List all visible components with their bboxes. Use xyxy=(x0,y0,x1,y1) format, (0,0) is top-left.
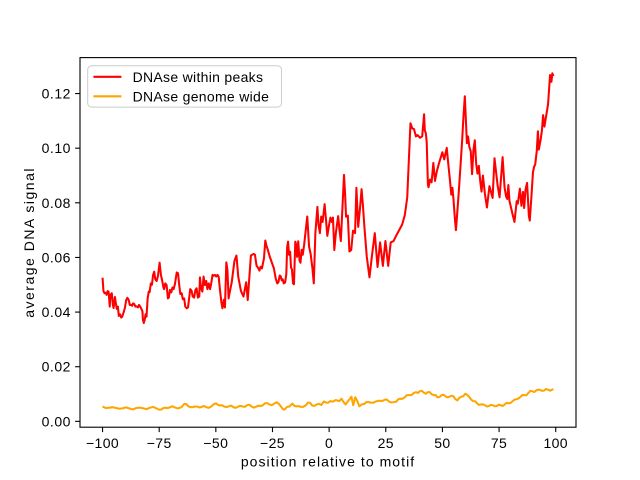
svg-text:0.00: 0.00 xyxy=(42,413,71,429)
svg-text:position relative to motif: position relative to motif xyxy=(241,453,415,469)
svg-text:−50: −50 xyxy=(203,435,228,451)
svg-text:0: 0 xyxy=(325,435,333,451)
svg-text:−25: −25 xyxy=(260,435,285,451)
svg-text:0.10: 0.10 xyxy=(42,140,71,156)
svg-text:25: 25 xyxy=(378,435,394,451)
svg-text:0.06: 0.06 xyxy=(42,249,71,265)
svg-text:50: 50 xyxy=(434,435,450,451)
svg-text:0.08: 0.08 xyxy=(42,195,71,211)
svg-text:−75: −75 xyxy=(147,435,172,451)
svg-text:75: 75 xyxy=(491,435,507,451)
svg-text:0.02: 0.02 xyxy=(42,359,71,375)
svg-text:DNAse genome wide: DNAse genome wide xyxy=(133,88,270,104)
svg-text:0.12: 0.12 xyxy=(42,86,71,102)
svg-text:0.04: 0.04 xyxy=(42,304,71,320)
svg-text:average DNA signal: average DNA signal xyxy=(21,167,37,318)
svg-text:−100: −100 xyxy=(86,435,119,451)
svg-text:100: 100 xyxy=(543,435,568,451)
svg-text:DNAse within peaks: DNAse within peaks xyxy=(133,69,264,85)
